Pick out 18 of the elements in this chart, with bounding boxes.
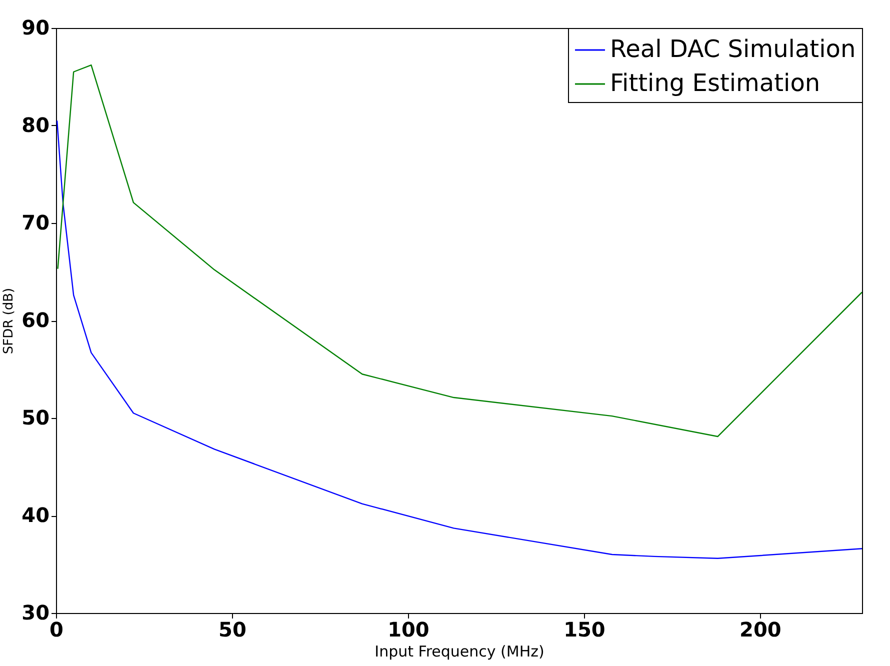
x-tick-label: 50 (218, 618, 246, 642)
line-series (56, 120, 862, 559)
y-tick-label: 30 (22, 600, 50, 624)
legend-label: Fitting Estimation (610, 69, 820, 97)
x-tick-label: 100 (388, 618, 430, 642)
x-tick-label: 0 (50, 618, 64, 642)
y-tick-label: 40 (22, 503, 50, 527)
y-tick-label: 70 (22, 210, 50, 234)
y-tick-label: 90 (22, 16, 50, 40)
x-tick-label: 150 (564, 618, 606, 642)
x-axis-title: Input Frequency (MHz) (374, 642, 544, 660)
y-tick-label: 50 (22, 406, 50, 430)
x-tick-label: 200 (740, 618, 782, 642)
line-series (57, 64, 862, 438)
y-tick-label: 80 (22, 113, 50, 137)
y-tick-label: 60 (22, 308, 50, 332)
y-axis-title: SFDR (dB) (2, 288, 17, 354)
legend-label: Real DAC Simulation (610, 35, 856, 63)
